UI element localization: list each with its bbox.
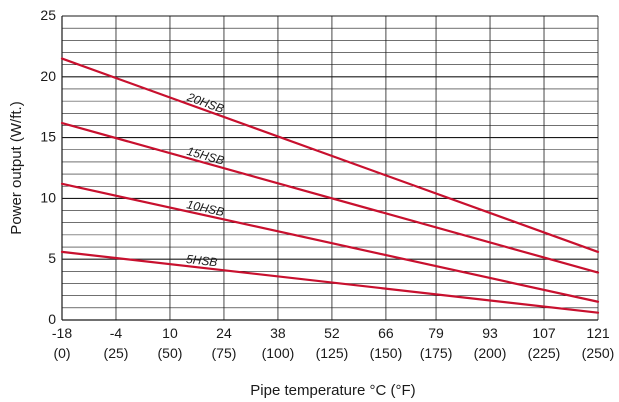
y-tick-label: 5 — [48, 250, 56, 266]
series-line-15hsb — [60, 121, 600, 274]
x-tick-sublabel: (50) — [158, 345, 183, 361]
series-line-20hsb — [60, 57, 600, 254]
y-tick-labels: 0 5 10 15 20 25 — [40, 7, 56, 327]
x-tick-label: -18 — [52, 325, 72, 341]
x-tick-label: 24 — [216, 325, 232, 341]
x-tick-sublabel: (25) — [104, 345, 129, 361]
y-tick-label: 15 — [40, 129, 56, 145]
x-tick-sublabel: (150) — [370, 345, 403, 361]
x-tick-sublabel: (100) — [262, 345, 295, 361]
series-line-5hsb — [60, 250, 600, 314]
x-tick-label: 107 — [532, 325, 556, 341]
x-axis-label: Pipe temperature °C (°F) — [250, 382, 415, 399]
series-label-20hsb: 20HSB — [184, 90, 225, 116]
x-tick-label: 66 — [378, 325, 394, 341]
x-tick-sublabel: (0) — [53, 345, 70, 361]
y-tick-label: 10 — [40, 189, 56, 205]
y-tick-label: 25 — [40, 7, 56, 23]
x-tick-sublabel: (250) — [582, 345, 615, 361]
x-tick-label: 10 — [162, 325, 178, 341]
series-label-5hsb: 5HSB — [185, 252, 218, 269]
y-axis-label: Power output (W/ft.) — [8, 101, 25, 234]
y-tick-label: 20 — [40, 68, 56, 84]
series-line-10hsb — [60, 182, 600, 303]
x-tick-label: 79 — [428, 325, 444, 341]
x-tick-label: 93 — [482, 325, 498, 341]
x-tick-sublabel: (225) — [528, 345, 561, 361]
series-lines — [60, 57, 600, 314]
grid — [61, 15, 599, 321]
x-tick-label: 121 — [586, 325, 610, 341]
y-tick-label: 0 — [48, 311, 56, 327]
x-tick-label: 52 — [324, 325, 340, 341]
x-tick-sublabel: (75) — [212, 345, 237, 361]
x-tick-sublabel: (200) — [474, 345, 507, 361]
x-tick-labels: -18 (0) -4 (25) 10 (50) 24 (75) 38 (100) 52 (125) 66… — [52, 325, 614, 361]
x-tick-sublabel: (125) — [316, 345, 349, 361]
x-tick-sublabel: (175) — [420, 345, 453, 361]
x-tick-label: 38 — [270, 325, 286, 341]
x-tick-label: -4 — [110, 325, 123, 341]
